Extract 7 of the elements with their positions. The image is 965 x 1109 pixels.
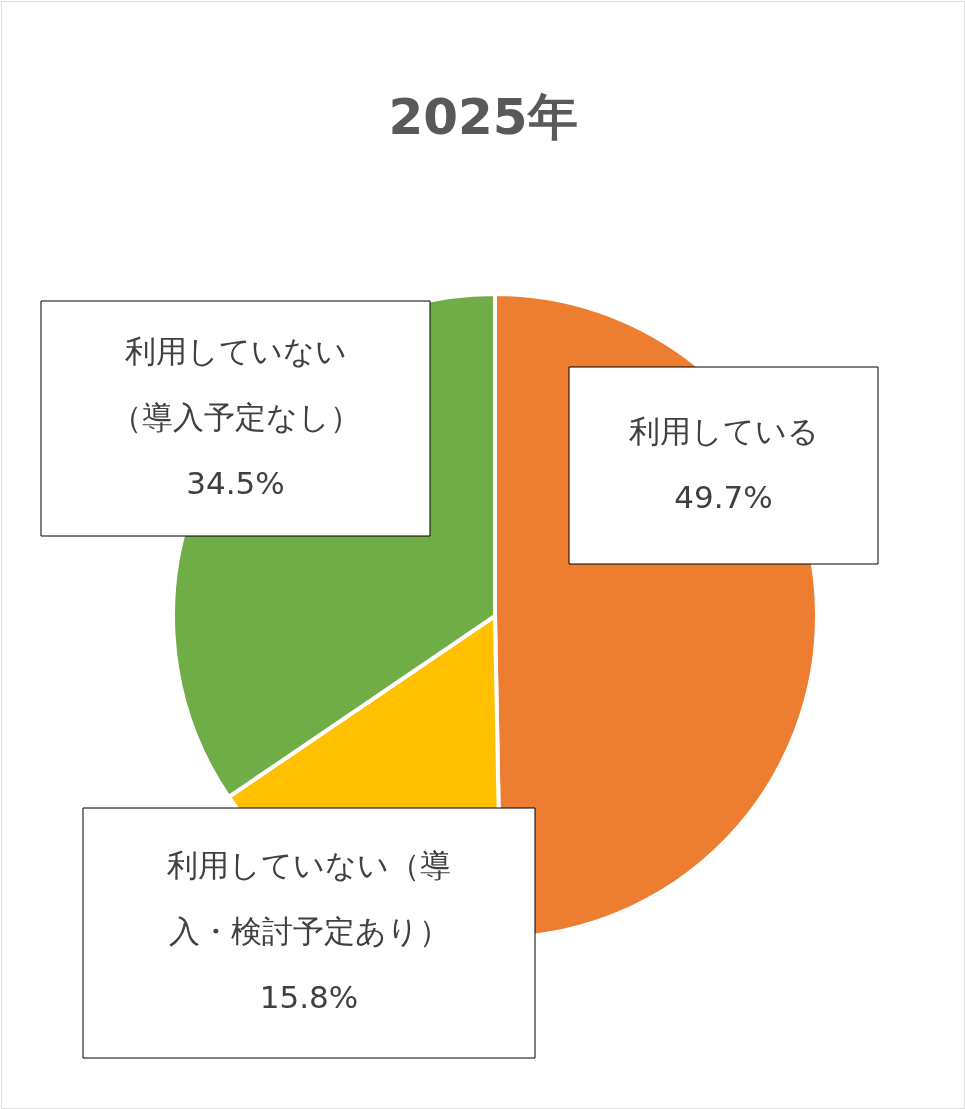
data-label: 34.5%: [186, 464, 285, 501]
data-label: 49.7%: [674, 478, 773, 515]
slice-label: 利用している: [628, 412, 819, 449]
chart-title: 2025年: [388, 88, 578, 146]
data-label: 15.8%: [259, 979, 359, 1015]
slice-label: 利用していない（導入予定なし）: [110, 332, 361, 435]
slice-label: 利用していない（導入・検討予定あり）: [167, 847, 451, 949]
